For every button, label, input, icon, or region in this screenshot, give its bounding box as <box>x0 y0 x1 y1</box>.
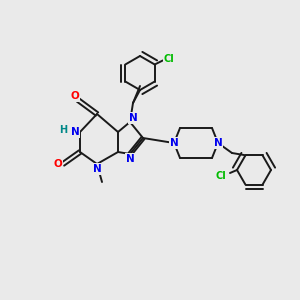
Text: Cl: Cl <box>216 171 226 181</box>
Text: N: N <box>70 127 80 137</box>
Text: O: O <box>54 159 62 169</box>
Text: N: N <box>214 138 222 148</box>
Text: N: N <box>126 154 134 164</box>
Text: N: N <box>93 164 101 174</box>
Text: N: N <box>129 113 137 123</box>
Text: Cl: Cl <box>163 53 174 64</box>
Text: O: O <box>70 91 80 101</box>
Text: N: N <box>169 138 178 148</box>
Text: H: H <box>59 125 67 135</box>
